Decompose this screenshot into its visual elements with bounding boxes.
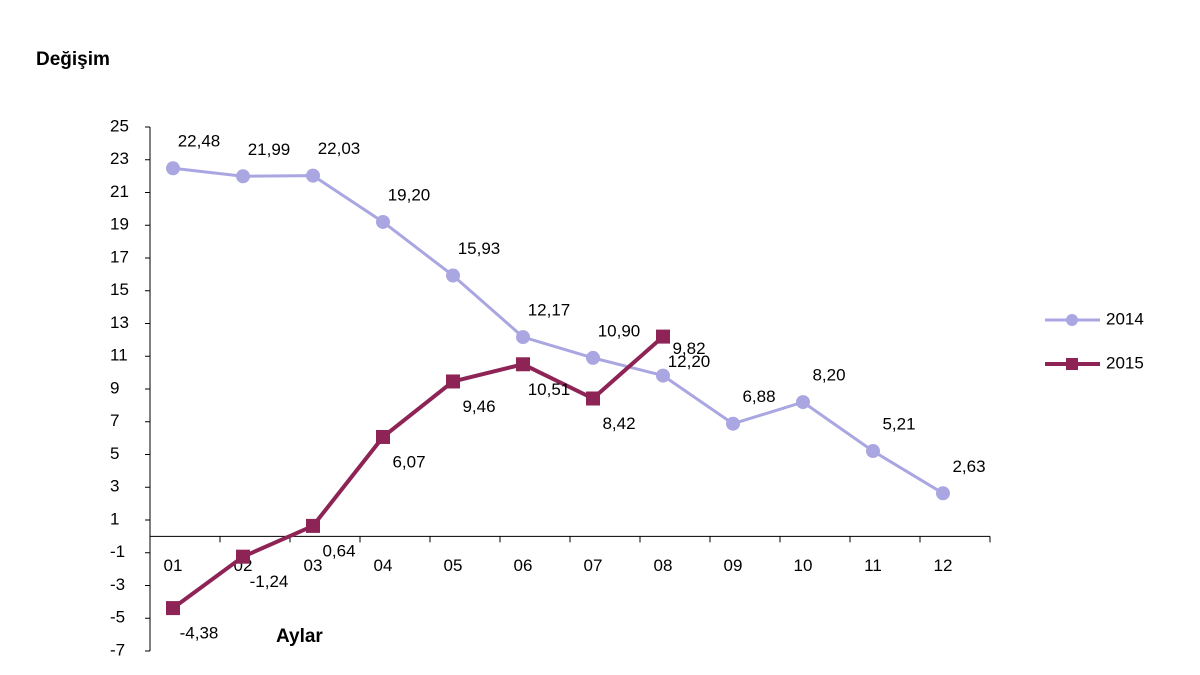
x-tick-label: 08	[654, 556, 673, 575]
y-tick-label: 9	[110, 378, 119, 397]
y-tick-label: -5	[110, 608, 125, 627]
legend-label: 2014	[1106, 309, 1144, 328]
y-tick-label: 1	[110, 509, 119, 528]
marker	[306, 168, 320, 183]
y-tick-label: 17	[110, 247, 129, 266]
data-label: 8,20	[812, 366, 845, 385]
legend-marker	[1066, 314, 1078, 326]
data-label: 19,20	[388, 185, 431, 204]
x-axis-label: Aylar	[276, 626, 323, 647]
x-tick-label: 11	[864, 556, 882, 575]
x-tick-label: 07	[584, 556, 603, 575]
x-tick-label: 04	[374, 556, 393, 575]
x-tick-label: 03	[304, 556, 323, 575]
y-tick-label: 23	[110, 149, 129, 168]
y-tick-label: 13	[110, 313, 129, 332]
marker	[866, 444, 880, 459]
x-tick-label: 06	[514, 556, 533, 575]
marker	[656, 329, 670, 344]
data-label: 15,93	[458, 239, 501, 258]
marker	[656, 368, 670, 383]
y-tick-label: 7	[110, 411, 119, 430]
data-label: 0,64	[322, 541, 355, 560]
marker	[936, 486, 950, 501]
series-line	[171, 335, 665, 610]
marker	[586, 391, 600, 406]
marker	[166, 601, 180, 616]
y-tick-label: 19	[110, 215, 129, 234]
data-label: 6,88	[742, 387, 775, 406]
marker	[376, 429, 390, 444]
data-label: -1,24	[250, 572, 289, 591]
legend-marker	[1066, 358, 1078, 370]
y-tick-label: 11	[110, 346, 128, 365]
data-label: 22,03	[318, 139, 361, 158]
x-tick-label: 05	[444, 556, 463, 575]
chart-title: Değişim	[36, 49, 110, 70]
y-tick-label: -3	[110, 575, 125, 594]
marker	[166, 161, 180, 176]
x-tick-label: 12	[934, 556, 953, 575]
data-label: 9,82	[672, 339, 705, 358]
marker	[446, 374, 460, 389]
marker	[586, 350, 600, 365]
x-tick-label: 01	[164, 556, 183, 575]
data-label: 21,99	[248, 140, 291, 159]
legend-label: 2015	[1106, 353, 1144, 372]
marker	[796, 395, 810, 410]
data-label: -4,38	[180, 624, 219, 643]
x-tick-label: 10	[794, 556, 813, 575]
x-tick-label: 09	[724, 556, 743, 575]
data-label: 12,20	[668, 352, 711, 371]
y-tick-label: 3	[110, 477, 119, 496]
marker	[446, 268, 460, 283]
y-tick-label: 5	[110, 444, 119, 463]
data-label: 5,21	[882, 415, 915, 434]
marker	[376, 214, 390, 229]
marker	[726, 416, 740, 431]
series-line	[172, 166, 944, 495]
data-label: 6,07	[392, 452, 425, 471]
y-tick-label: -1	[110, 542, 125, 561]
data-label: 2,63	[952, 457, 985, 476]
y-tick-label: 21	[110, 182, 129, 201]
marker	[236, 549, 250, 564]
marker	[516, 330, 530, 345]
data-label: 10,51	[528, 380, 571, 399]
y-tick-label: -7	[110, 640, 125, 659]
y-tick-label: 25	[110, 116, 129, 135]
data-label: 10,90	[598, 321, 641, 340]
data-label: 12,17	[528, 301, 571, 320]
marker	[236, 169, 250, 184]
marker	[306, 518, 320, 533]
data-label: 9,46	[462, 397, 495, 416]
data-label: 8,42	[602, 414, 635, 433]
data-label: 22,48	[178, 132, 221, 151]
y-tick-label: 15	[110, 280, 129, 299]
marker	[516, 357, 530, 372]
